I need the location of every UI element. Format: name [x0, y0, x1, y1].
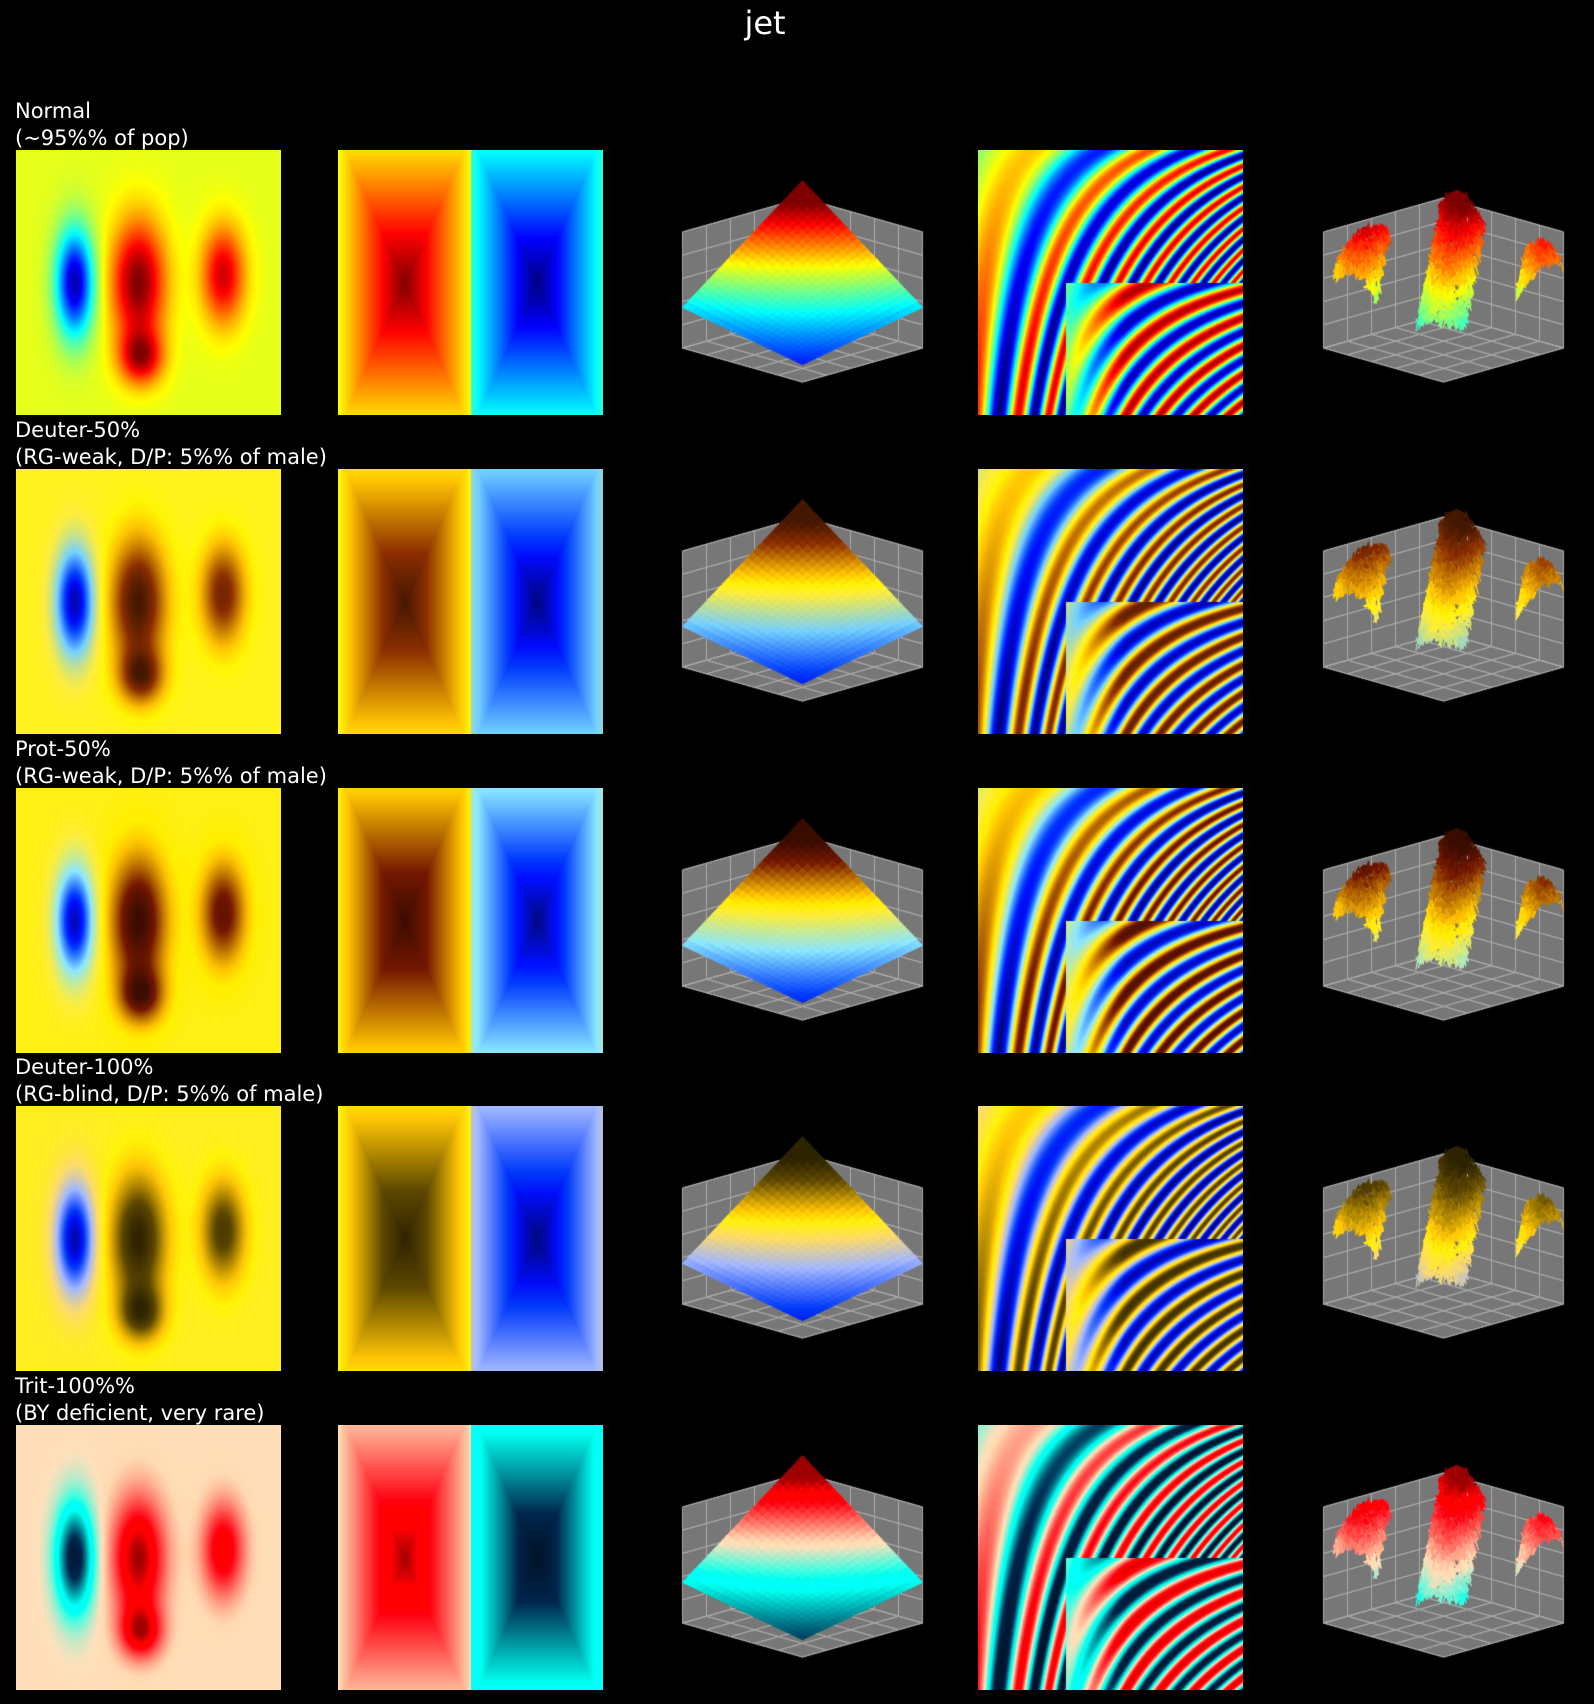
noisy-surface-3d-plot: [1311, 150, 1576, 415]
row-label-label-line1: Trit-100%%: [15, 1374, 136, 1398]
interference-image: [978, 1106, 1243, 1371]
surface-3d-plot: [670, 1425, 935, 1690]
interference-image: [978, 150, 1243, 415]
interference-image: [978, 469, 1243, 734]
row-label-label-line2: (BY deficient, very rare): [15, 1401, 265, 1425]
row-label-label-line1: Deuter-50%: [15, 418, 141, 442]
surface-3d-plot: [670, 1106, 935, 1371]
blobs-image: [16, 1425, 281, 1690]
blobs-image: [16, 1106, 281, 1371]
blobs-image: [16, 150, 281, 415]
row-label: Deuter-100% (RG-blind, D/P: 5%% of male): [15, 1054, 323, 1108]
row-label: Prot-50% (RG-weak, D/P: 5%% of male): [15, 736, 327, 790]
surface-3d-plot: [670, 150, 935, 415]
row-label: Trit-100%% (BY deficient, very rare): [15, 1373, 265, 1427]
row-label-label-line1: Normal: [15, 99, 91, 123]
blobs-image: [16, 469, 281, 734]
rect-gradient-image: [338, 469, 603, 734]
noisy-surface-3d-plot: [1311, 469, 1576, 734]
rect-gradient-image: [338, 150, 603, 415]
row-label-label-line1: Deuter-100%: [15, 1055, 154, 1079]
rect-gradient-image: [338, 1425, 603, 1690]
blobs-image: [16, 788, 281, 1053]
row-label-label-line1: Prot-50%: [15, 737, 111, 761]
rect-gradient-image: [338, 1106, 603, 1371]
surface-3d-plot: [670, 788, 935, 1053]
figure-title: jet: [744, 4, 786, 42]
noisy-surface-3d-plot: [1311, 788, 1576, 1053]
interference-image: [978, 1425, 1243, 1690]
row-label-label-line2: (RG-weak, D/P: 5%% of male): [15, 445, 327, 469]
row-label-label-line2: (RG-blind, D/P: 5%% of male): [15, 1082, 324, 1106]
row-label-label-line2: (RG-weak, D/P: 5%% of male): [15, 764, 327, 788]
noisy-surface-3d-plot: [1311, 1425, 1576, 1690]
row-label-label-line2: (~95%% of pop): [15, 126, 189, 150]
surface-3d-plot: [670, 469, 935, 734]
row-label: Normal (~95%% of pop): [15, 98, 189, 152]
rect-gradient-image: [338, 788, 603, 1053]
interference-image: [978, 788, 1243, 1053]
noisy-surface-3d-plot: [1311, 1106, 1576, 1371]
row-label: Deuter-50% (RG-weak, D/P: 5%% of male): [15, 417, 327, 471]
